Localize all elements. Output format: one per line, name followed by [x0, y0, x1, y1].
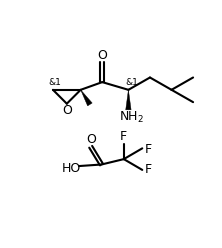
Text: &1: &1 [48, 78, 61, 87]
Text: O: O [87, 133, 96, 146]
Text: NH$_2$: NH$_2$ [119, 110, 144, 125]
Text: O: O [97, 49, 107, 62]
Text: O: O [62, 104, 72, 117]
Text: F: F [145, 163, 152, 176]
Polygon shape [126, 90, 131, 110]
Text: F: F [145, 143, 152, 155]
Text: HO: HO [62, 162, 81, 175]
Text: &1: &1 [126, 78, 139, 87]
Text: F: F [120, 130, 127, 143]
Polygon shape [81, 90, 92, 106]
